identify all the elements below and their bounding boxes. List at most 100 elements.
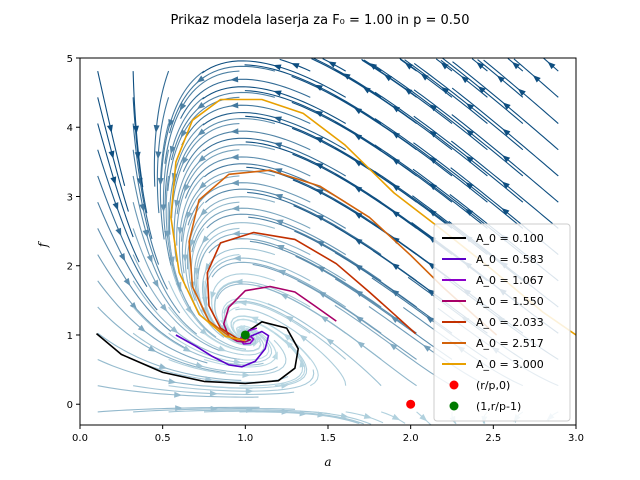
stream-arrow-100	[285, 315, 294, 323]
stream-line-135	[291, 101, 417, 177]
stream-arrow-31	[233, 358, 242, 365]
stream-arrow-98	[363, 413, 373, 419]
stream-arrow-24	[139, 203, 146, 212]
stream-arrow-80	[198, 154, 206, 163]
stream-arrow-126	[419, 413, 428, 422]
stream-arrow-45	[254, 333, 262, 342]
legend-label-2: A_0 = 1.067	[476, 274, 544, 287]
stream-arrow-141	[389, 343, 398, 351]
stream-arrow-79	[198, 181, 207, 190]
stream-arrow-112	[391, 413, 401, 421]
stream-arrow-190	[502, 155, 511, 163]
y-tick-label-0: 0	[67, 400, 73, 411]
x-tick-label-4: 2.0	[403, 433, 419, 444]
stream-arrow-52	[174, 199, 181, 209]
legend-label-6: A_0 = 3.000	[476, 358, 544, 371]
stream-arrow-2	[168, 378, 177, 385]
stream-arrow-188	[501, 207, 510, 216]
stream-arrow-94	[230, 128, 239, 135]
stream-arrow-194	[532, 75, 541, 83]
stream-arrow-149	[391, 131, 400, 139]
x-tick-label-1: 0.5	[155, 433, 171, 444]
stream-arrow-181	[511, 61, 520, 70]
stream-arrow-180	[496, 75, 505, 83]
stream-arrow-179	[477, 86, 486, 94]
stream-arrow-9	[115, 227, 122, 237]
y-tick-label-3: 3	[67, 192, 73, 203]
stream-arrow-26	[134, 151, 141, 160]
y-tick-label-1: 1	[67, 331, 73, 342]
stream-arrow-88	[234, 278, 243, 285]
stream-arrow-110	[273, 64, 282, 71]
stream-arrow-41	[153, 124, 160, 134]
stream-line-118	[247, 191, 382, 256]
legend-label-0: A_0 = 0.100	[476, 232, 544, 245]
stream-arrow-155	[422, 344, 432, 352]
stream-arrow-5	[137, 324, 146, 333]
fixed-point-1	[240, 330, 250, 340]
stream-arrow-13	[106, 124, 113, 133]
stream-arrow-42	[281, 408, 290, 415]
stream-arrow-82	[196, 101, 206, 110]
y-tick-label-5: 5	[67, 54, 73, 65]
stream-arrow-178	[466, 103, 475, 111]
stream-arrow-95	[230, 102, 239, 109]
stream-arrow-84	[340, 412, 349, 419]
y-tick-label-2: 2	[67, 262, 73, 273]
x-tick-label-5: 2.5	[485, 433, 501, 444]
stream-arrow-177	[465, 129, 474, 137]
stream-arrow-12	[108, 150, 115, 159]
x-tick-label-6: 3.0	[568, 433, 584, 444]
stream-arrow-142	[390, 316, 399, 324]
stream-arrow-113	[326, 338, 335, 346]
stream-arrow-193	[517, 88, 526, 97]
series-line-1	[175, 330, 270, 368]
stream-arrow-83	[196, 75, 205, 83]
stream-arrow-27	[132, 125, 139, 134]
stream-arrow-99	[299, 334, 308, 342]
legend-label-3: A_0 = 1.550	[476, 295, 544, 308]
stream-arrow-128	[355, 315, 364, 323]
stream-arrow-32	[217, 345, 227, 352]
stream-arrow-66	[184, 183, 191, 193]
stream-arrow-96	[230, 76, 239, 83]
stream-arrow-143	[391, 289, 400, 297]
x-tick-label-0: 0.0	[72, 433, 88, 444]
x-tick-label-3: 1.5	[320, 433, 336, 444]
fixed-points	[240, 330, 416, 409]
stream-arrow-135	[353, 133, 363, 141]
stream-arrow-8	[118, 253, 126, 262]
stream-arrow-50	[182, 254, 189, 263]
stream-line-107	[203, 137, 346, 177]
stream-arrow-97	[291, 63, 300, 69]
stream-arrow-145	[391, 236, 400, 244]
stream-arrow-90	[232, 230, 240, 237]
stream-arrow-106	[274, 168, 283, 175]
stream-arrow-108	[273, 116, 282, 123]
stream-arrow-39	[157, 177, 164, 186]
series-line-3	[223, 285, 337, 343]
stream-arrow-138	[383, 74, 393, 82]
stream-arrow-101	[280, 293, 289, 300]
stream-arrow-78	[200, 208, 208, 217]
stream-arrow-16	[204, 376, 214, 383]
stream-arrow-19	[170, 325, 179, 334]
legend-box	[433, 223, 571, 422]
stream-line-8	[97, 201, 158, 311]
stream-arrow-76	[204, 262, 212, 272]
stream-line-10	[97, 149, 140, 263]
stream-arrow-160	[428, 209, 437, 217]
stream-line-120	[245, 141, 382, 203]
stream-arrow-163	[429, 130, 438, 138]
stream-arrow-111	[328, 61, 337, 68]
stream-line-109	[202, 86, 346, 125]
stream-arrow-109	[273, 90, 282, 97]
stream-arrow-68	[180, 129, 188, 138]
stream-arrow-4	[147, 345, 157, 352]
stream-arrow-30	[242, 371, 251, 379]
x-tick-label-2: 1.0	[237, 433, 253, 444]
stream-arrow-20	[160, 303, 168, 312]
stream-arrow-189	[501, 181, 510, 189]
y-tick-label-4: 4	[67, 123, 73, 134]
y-axis-label: f	[36, 240, 50, 248]
